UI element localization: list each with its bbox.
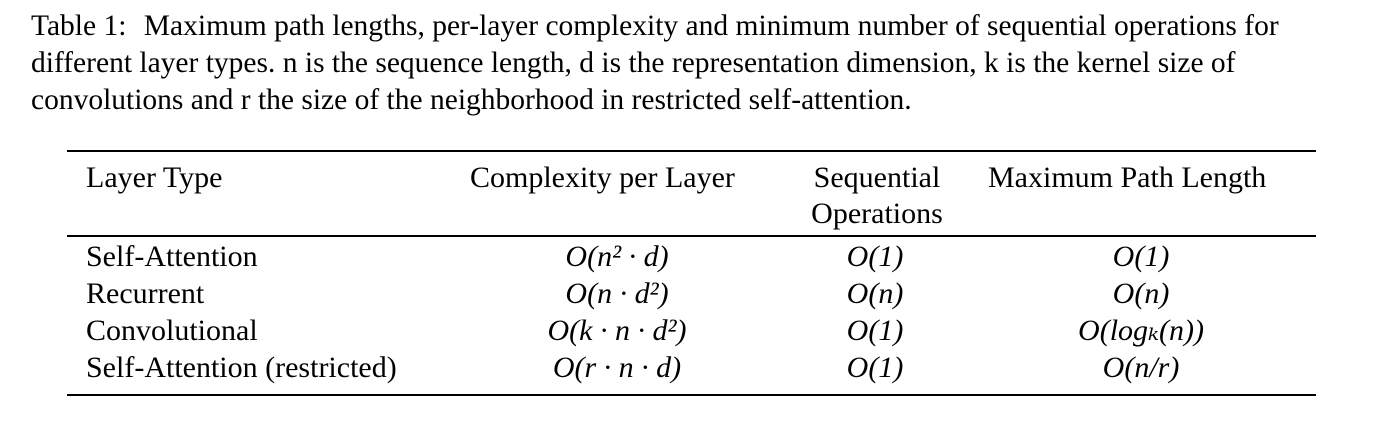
header-max-path: Maximum Path Length — [988, 161, 1267, 194]
complexity-value: O(n · d²) — [565, 277, 669, 310]
complexity-value: O(k · n · d²) — [547, 314, 687, 347]
complexity-value: O(r · n · d) — [552, 351, 682, 384]
sequential-value: O(1) — [846, 240, 904, 273]
table-header-rule — [67, 235, 1316, 237]
header-sequential-line1: Sequential — [813, 161, 941, 194]
header-complexity: Complexity per Layer — [470, 161, 735, 194]
layer-name: Recurrent — [86, 277, 205, 310]
sequential-value: O(1) — [846, 351, 904, 384]
layer-name: Self-Attention (restricted) — [86, 351, 397, 384]
table-row: Self-Attention O(n² · d) O(1) O(1) — [0, 238, 1376, 275]
sequential-value: O(1) — [846, 314, 904, 347]
table-bottom-rule — [67, 394, 1316, 396]
max-path-value: O(n/r) — [1102, 351, 1180, 384]
table-row: Recurrent O(n · d²) O(n) O(n) — [0, 275, 1376, 312]
max-path-value: O(1) — [1112, 240, 1170, 273]
table-top-rule — [67, 150, 1316, 152]
header-sequential-line2: Operations — [811, 197, 943, 230]
table-row: Convolutional O(k · n · d²) O(1) O(logₖ(… — [0, 312, 1376, 349]
complexity-value: O(n² · d) — [565, 240, 669, 273]
max-path-value: O(n) — [1112, 277, 1170, 310]
layer-name: Self-Attention — [86, 240, 258, 273]
table-caption: Table 1: Maximum path lengths, per-layer… — [31, 8, 1356, 119]
caption-label: Table 1: — [31, 10, 127, 42]
header-sequential: Sequential Operations — [802, 160, 952, 232]
table-row: Self-Attention (restricted) O(r · n · d)… — [0, 349, 1376, 386]
sequential-value: O(n) — [846, 277, 904, 310]
layer-name: Convolutional — [86, 314, 258, 347]
header-layer-type: Layer Type — [86, 161, 223, 194]
caption-text: Maximum path lengths, per-layer complexi… — [31, 10, 1279, 116]
max-path-value: O(logₖ(n)) — [1078, 314, 1204, 347]
